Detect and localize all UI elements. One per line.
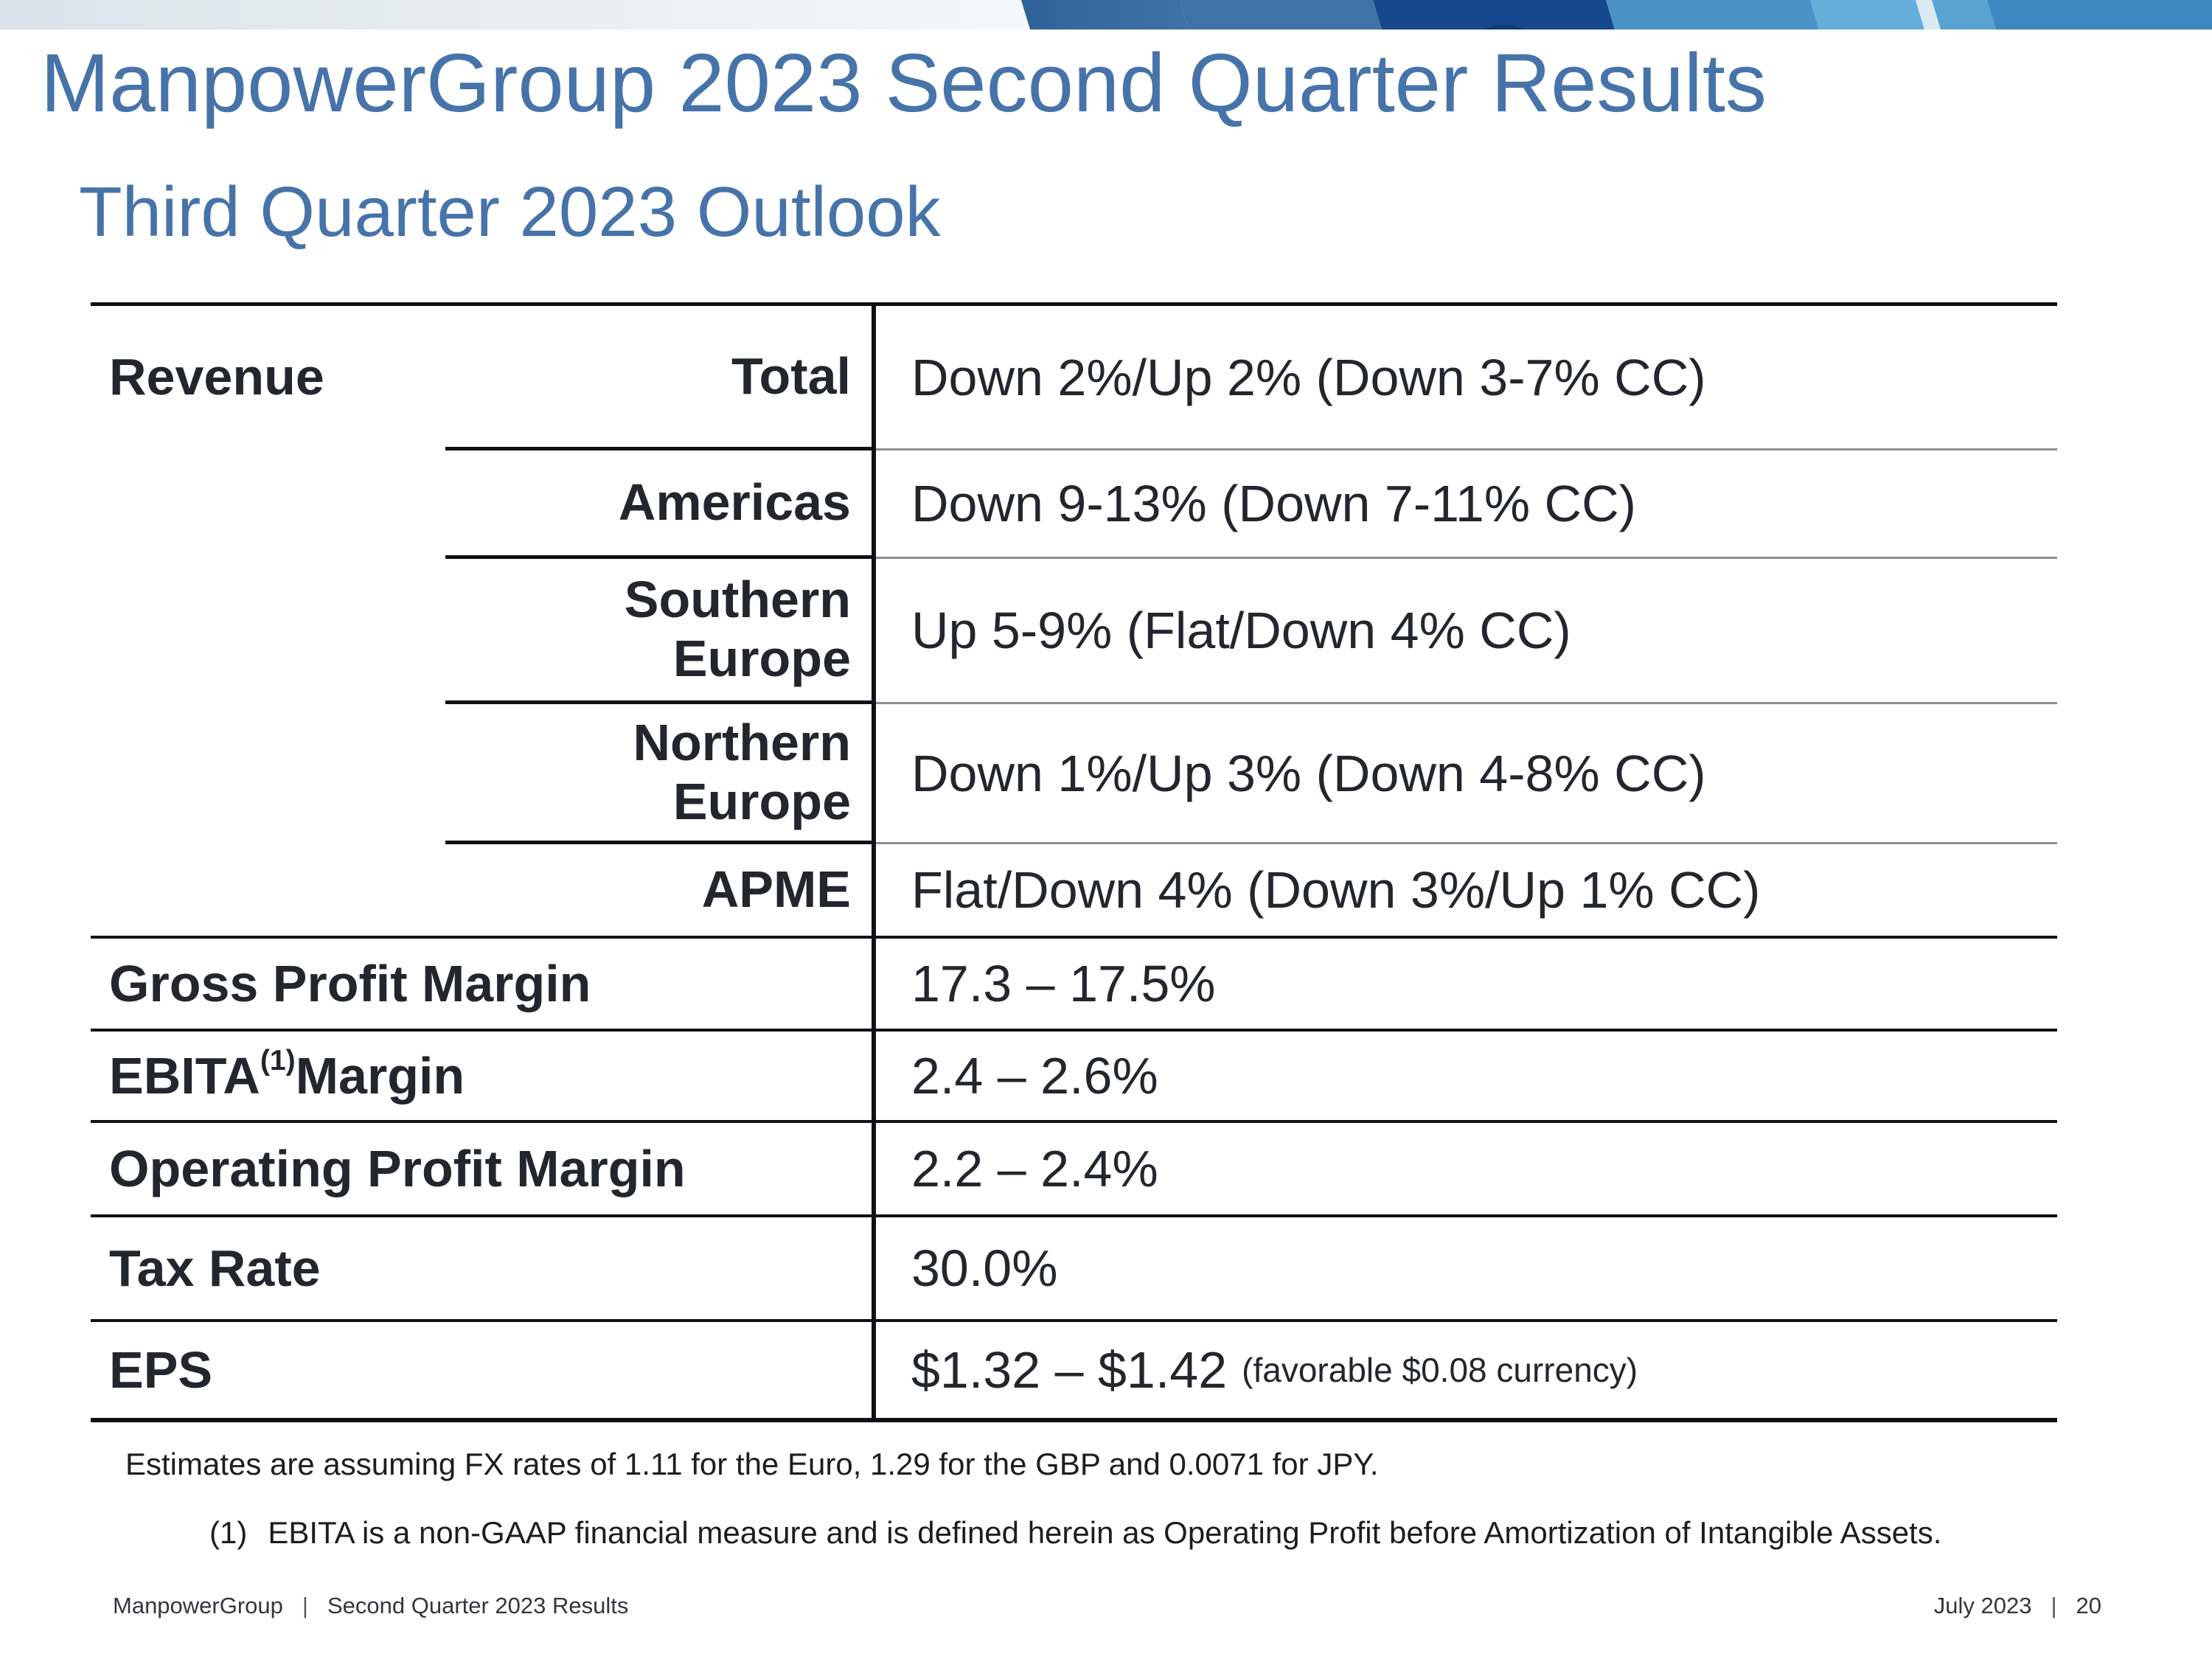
footer-divider-right: | [2051,1593,2057,1618]
footnote-ebita-text: EBITA is a non-GAAP financial measure an… [268,1515,1942,1550]
region-outlook-southern-europe: Up 5-9% (Flat/Down 4% CC) [876,559,2057,704]
metric-label-gross-profit-margin: Gross Profit Margin [91,939,876,1032]
region-outlook-northern-europe: Down 1%/Up 3% (Down 4-8% CC) [876,704,2057,844]
ebita-label-tail: Margin [295,1047,465,1105]
header-banner [0,0,2212,29]
metric-value-ebita-margin: 2.4 – 2.6% [876,1032,2057,1123]
page-title: ManpowerGroup 2023 Second Quarter Result… [41,37,1767,129]
footer-brand: ManpowerGroup [113,1593,283,1618]
region-label-americas: Americas [445,451,876,559]
footnote-fx-rates: Estimates are assuming FX rates of 1.11 … [125,1447,1379,1481]
page-subtitle: Third Quarter 2023 Outlook [79,173,941,251]
banner-graphic [0,0,2212,29]
footnote-ebita-definition: (1) EBITA is a non-GAAP financial measure… [209,1515,1941,1551]
footer-divider: | [302,1593,308,1618]
ebita-label-text: EBITA [109,1047,260,1105]
eps-range: $1.32 – $1.42 [911,1341,1228,1399]
ebita-footnote-marker: (1) [260,1045,296,1077]
region-label-total: Total [445,306,876,451]
footer-right: July 2023 | 20 [1934,1593,2101,1619]
region-outlook-apme: Flat/Down 4% (Down 3%/Up 1% CC) [876,844,2057,939]
region-label-northern-europe: Northern Europe [445,704,876,844]
region-label-southern-europe: Southern Europe [445,559,876,704]
eps-currency-note: (favorable $0.08 currency) [1242,1351,1638,1389]
metric-label-tax-rate: Tax Rate [91,1217,876,1322]
region-label-apme: APME [445,844,876,939]
footer-left: ManpowerGroup | Second Quarter 2023 Result… [113,1593,628,1619]
region-outlook-americas: Down 9-13% (Down 7-11% CC) [876,451,2057,559]
outlook-table: Revenue Total Down 2%/Up 2% (Down 3-7% C… [91,302,2057,1422]
metric-label-eps: EPS [91,1322,876,1418]
metric-value-gross-profit-margin: 17.3 – 17.5% [876,939,2057,1032]
region-outlook-total: Down 2%/Up 2% (Down 3-7% CC) [876,306,2057,451]
metric-value-eps: $1.32 – $1.42 (favorable $0.08 currency) [876,1322,2057,1418]
metric-value-tax-rate: 30.0% [876,1217,2057,1322]
footer-date: July 2023 [1933,1593,2032,1618]
page-number: 20 [2076,1593,2101,1618]
footnote-marker: (1) [209,1515,248,1550]
revenue-section-label: Revenue [91,306,445,939]
metric-label-ebita-margin: EBITA (1) Margin [91,1032,876,1123]
metric-value-operating-profit-margin: 2.2 – 2.4% [876,1123,2057,1217]
footer-deck-title: Second Quarter 2023 Results [327,1593,629,1618]
metric-label-operating-profit-margin: Operating Profit Margin [91,1123,876,1217]
